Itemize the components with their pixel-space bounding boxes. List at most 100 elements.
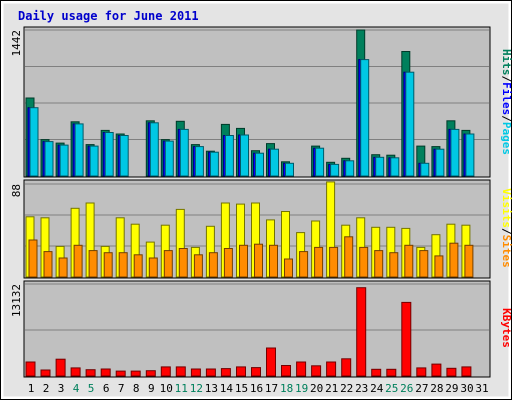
legend-part: / — [500, 76, 512, 83]
legend-part: / — [500, 115, 512, 122]
bar-pages-day-14 — [224, 135, 234, 177]
bar-kbytes-day-19 — [296, 361, 307, 377]
y-axis-max-label: 13132 — [10, 284, 23, 317]
x-tick-label-day-9: 9 — [148, 382, 155, 395]
bar-kbytes-day-4 — [70, 367, 81, 377]
bar-kbytes-day-7 — [115, 370, 126, 377]
bar-sites-day-30 — [464, 244, 474, 278]
bar-sites-day-8 — [133, 254, 143, 278]
bar-sites-day-7 — [118, 252, 128, 278]
bar-sites-day-9 — [148, 257, 158, 278]
bar-pages-day-25 — [390, 157, 400, 177]
bar-sites-day-16 — [254, 243, 263, 278]
bar-pages-day-18 — [285, 162, 294, 177]
bar-sites-day-24 — [374, 250, 384, 278]
bar-sites-day-5 — [88, 250, 98, 278]
bar-kbytes-day-17 — [266, 347, 276, 377]
bar-sites-day-18 — [284, 258, 293, 278]
series-legend-label: Hits/Files/Pages — [500, 49, 512, 155]
bar-kbytes-day-23 — [356, 287, 367, 377]
x-tick-label-day-21: 21 — [325, 382, 338, 395]
x-tick-label-day-17: 17 — [265, 382, 278, 395]
bar-kbytes-day-30 — [461, 366, 472, 377]
bar-sites-day-28 — [434, 255, 444, 278]
bar-sites-day-1 — [28, 239, 38, 278]
x-tick-label-day-27: 27 — [415, 382, 428, 395]
bar-pages-day-15 — [240, 134, 249, 177]
bar-pages-day-22 — [345, 160, 355, 177]
x-tick-label-day-13: 13 — [205, 382, 218, 395]
bar-sites-day-4 — [73, 244, 83, 278]
bar-kbytes-day-6 — [100, 368, 111, 377]
bar-sites-day-22 — [344, 236, 354, 278]
bar-sites-day-10 — [163, 250, 173, 278]
bar-kbytes-day-24 — [371, 368, 382, 377]
x-tick-label-day-5: 5 — [88, 382, 95, 395]
bar-sites-day-27 — [419, 250, 429, 278]
bar-kbytes-day-22 — [341, 358, 352, 377]
bar-sites-day-14 — [223, 248, 233, 278]
bar-kbytes-day-20 — [311, 365, 322, 377]
bar-pages-day-28 — [435, 148, 445, 177]
x-tick-label-day-25: 25 — [385, 382, 398, 395]
legend-part: KBytes — [500, 308, 512, 348]
bar-sites-day-29 — [449, 242, 459, 278]
bar-pages-day-4 — [74, 123, 84, 177]
bar-pages-day-29 — [450, 128, 460, 177]
x-tick-label-day-31: 31 — [475, 382, 488, 395]
bar-pages-day-1 — [29, 107, 39, 177]
x-tick-label-day-14: 14 — [220, 382, 234, 395]
bar-kbytes-day-15 — [236, 366, 246, 377]
bar-pages-day-2 — [44, 141, 54, 177]
x-tick-label-day-2: 2 — [43, 382, 50, 395]
series-legend-label: Visits/Sites — [500, 188, 512, 268]
bar-pages-day-30 — [465, 133, 475, 177]
x-tick-label-day-8: 8 — [133, 382, 140, 395]
bar-kbytes-day-10 — [160, 366, 171, 377]
legend-part: Hits — [500, 49, 512, 76]
x-tick-label-day-23: 23 — [355, 382, 368, 395]
bar-kbytes-day-11 — [175, 366, 186, 377]
bar-kbytes-day-9 — [145, 370, 156, 377]
bar-kbytes-day-13 — [205, 368, 216, 377]
bar-sites-day-26 — [404, 244, 414, 278]
bar-pages-day-3 — [59, 144, 69, 177]
bar-sites-day-21 — [329, 246, 339, 278]
bar-kbytes-day-14 — [220, 368, 231, 377]
bar-kbytes-day-28 — [431, 363, 442, 377]
legend-part: Sites — [500, 235, 512, 268]
bar-pages-day-13 — [209, 151, 219, 177]
x-tick-label-day-19: 19 — [295, 382, 308, 395]
legend-part: Visits — [500, 188, 512, 228]
panel-kbytes — [23, 280, 491, 378]
bar-pages-day-17 — [270, 148, 279, 177]
x-tick-label-day-11: 11 — [175, 382, 188, 395]
x-tick-label-day-4: 4 — [73, 382, 80, 395]
x-tick-label-day-30: 30 — [460, 382, 473, 395]
series-legend-label: KBytes — [500, 308, 512, 348]
legend-part: / — [500, 228, 512, 235]
chart-title: Daily usage for June 2011 — [18, 9, 199, 23]
x-tick-label-day-12: 12 — [190, 382, 203, 395]
bar-kbytes-day-27 — [416, 367, 427, 377]
bar-pages-day-21 — [330, 163, 340, 177]
bar-pages-day-20 — [315, 147, 325, 177]
x-tick-label-day-10: 10 — [160, 382, 173, 395]
x-tick-label-day-7: 7 — [118, 382, 125, 395]
bar-pages-day-26 — [405, 71, 415, 177]
bar-kbytes-day-26 — [401, 301, 412, 377]
bar-pages-day-6 — [104, 132, 114, 177]
x-tick-label-day-29: 29 — [445, 382, 458, 395]
bar-pages-day-9 — [149, 122, 159, 177]
bar-sites-day-17 — [269, 244, 278, 278]
bar-pages-day-27 — [420, 162, 430, 177]
x-tick-label-day-18: 18 — [280, 382, 293, 395]
bar-sites-day-25 — [389, 252, 399, 278]
bar-kbytes-day-25 — [386, 368, 397, 377]
bar-kbytes-day-1 — [25, 361, 36, 377]
x-tick-label-day-22: 22 — [340, 382, 353, 395]
bar-sites-day-3 — [58, 257, 68, 278]
x-tick-label-day-1: 1 — [28, 382, 35, 395]
x-tick-label-day-16: 16 — [250, 382, 263, 395]
